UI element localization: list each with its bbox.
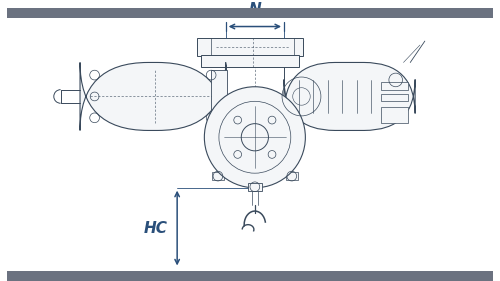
Text: HC: HC — [144, 221, 168, 235]
Bar — [7, 8, 493, 18]
Text: N: N — [248, 2, 261, 17]
Bar — [7, 271, 493, 281]
Bar — [202, 55, 298, 67]
Bar — [211, 70, 226, 123]
Bar — [381, 107, 408, 123]
Bar — [212, 172, 224, 180]
Bar — [381, 82, 408, 90]
Bar — [286, 172, 298, 180]
Circle shape — [204, 87, 306, 188]
FancyBboxPatch shape — [284, 62, 415, 130]
Bar — [381, 94, 408, 101]
Bar — [196, 38, 304, 56]
FancyBboxPatch shape — [80, 62, 226, 130]
Bar — [248, 183, 262, 191]
